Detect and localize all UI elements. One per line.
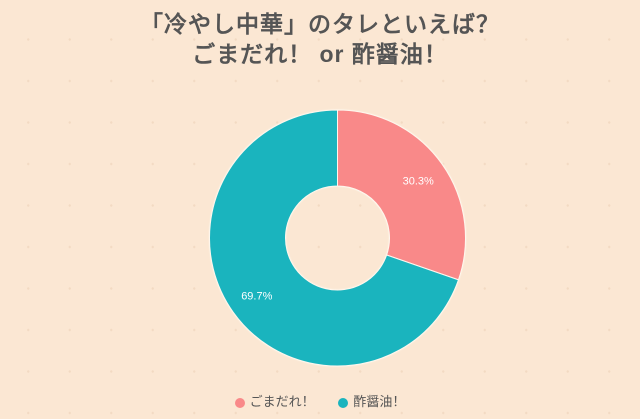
svg-text:30.3%: 30.3% <box>403 176 434 188</box>
svg-text:69.7%: 69.7% <box>241 291 272 303</box>
